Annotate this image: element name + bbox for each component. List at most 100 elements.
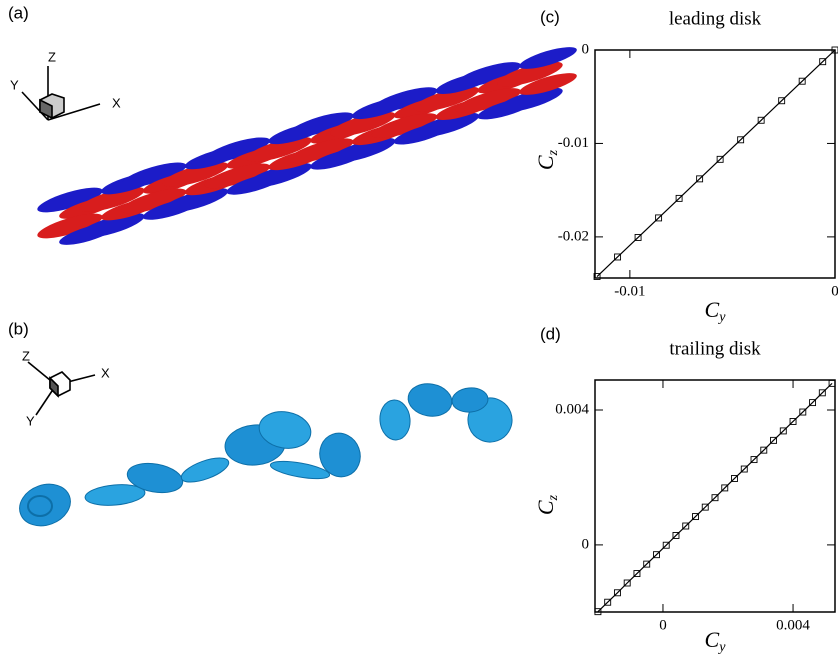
- data-point: [721, 484, 729, 492]
- axis-label-main: C: [533, 500, 558, 515]
- vortex-tube: [162, 161, 229, 187]
- axis-label-sub: z: [546, 149, 561, 156]
- data-point: [711, 494, 719, 502]
- data-point: [770, 436, 777, 444]
- vortex-tube: [79, 187, 145, 212]
- data-point: [716, 155, 724, 163]
- triad-cube: [49, 376, 59, 398]
- data-point: [819, 58, 827, 66]
- data-point: [633, 570, 641, 578]
- x-tick-label: 0: [659, 617, 667, 633]
- x-axis-label: Cy: [705, 627, 727, 655]
- data-point: [809, 399, 817, 407]
- y-tick-label: 0: [582, 536, 590, 552]
- vortex-blob: [84, 484, 146, 506]
- axis-label-sub: y: [717, 310, 726, 325]
- data-point: [696, 175, 704, 183]
- axis-triad: [21, 66, 101, 121]
- axis-label-sub: y: [717, 640, 726, 655]
- vortex-tube: [120, 188, 187, 214]
- vortex-blob: [19, 483, 71, 527]
- y-tick-label: 0: [582, 41, 590, 57]
- y-axis-label: Cz: [533, 149, 561, 170]
- axis-triad: [27, 361, 96, 416]
- vortex-tube: [246, 136, 312, 162]
- data-point: [789, 418, 797, 425]
- vortex-tube: [455, 62, 521, 87]
- data-point: [760, 446, 768, 454]
- vortex-tube: [246, 162, 312, 188]
- chart-title: trailing disk: [669, 338, 761, 359]
- vortex-tube: [288, 112, 354, 138]
- data-point: [675, 194, 683, 202]
- vortex-tube: [413, 86, 480, 112]
- vortex-tube: [37, 187, 103, 213]
- vortex-tube: [330, 111, 396, 137]
- data-point: [594, 608, 602, 616]
- data-point: [731, 475, 738, 482]
- vortex-blob: [407, 383, 453, 417]
- triad-axis: [21, 91, 49, 121]
- vortex-tube: [519, 47, 577, 69]
- vortex-blob: [269, 460, 331, 480]
- chart-title: leading disk: [669, 8, 762, 29]
- data-point: [757, 116, 765, 124]
- triad-label: X: [112, 95, 121, 110]
- data-point: [818, 389, 826, 397]
- data-point: [740, 465, 748, 473]
- data-point: [634, 233, 642, 241]
- vortex-tube: [162, 187, 229, 213]
- vortex-render: [37, 47, 577, 245]
- vortex-tube: [455, 88, 521, 113]
- triad-label: Z: [22, 348, 30, 363]
- data-point: [662, 541, 670, 549]
- data-point: [831, 46, 838, 54]
- x-axis-label: Cy: [705, 297, 727, 325]
- vortex-tube: [519, 73, 577, 95]
- data-line: [596, 49, 836, 277]
- data-point: [614, 253, 622, 261]
- data-point: [655, 214, 663, 222]
- plot-frame: [594, 379, 836, 613]
- vortex-tube: [37, 213, 103, 239]
- axis-label-main: C: [533, 155, 558, 170]
- vortex-tube: [413, 112, 480, 138]
- axis-label-main: C: [705, 627, 720, 652]
- plot-frame: [594, 49, 836, 279]
- x-tick-label: -0.01: [614, 283, 645, 299]
- vortex-tube: [120, 162, 187, 188]
- y-tick-label: -0.02: [558, 228, 589, 244]
- vortex-tube: [497, 61, 563, 87]
- vortex-tube: [371, 113, 438, 139]
- y-tick-label: -0.01: [558, 135, 589, 151]
- vortex-tube: [330, 137, 396, 163]
- axis-label-sub: z: [546, 494, 561, 501]
- vortex-blob: [451, 387, 489, 413]
- triad-label: Z: [48, 49, 56, 64]
- data-point: [604, 598, 612, 606]
- triad-label: X: [101, 365, 110, 380]
- panel-label: (b): [8, 319, 29, 338]
- panel-label: (d): [540, 324, 561, 343]
- data-point: [593, 273, 601, 280]
- x-tick-label: 0.004: [776, 617, 810, 633]
- data-point: [737, 136, 745, 144]
- vortex-render: [19, 383, 513, 527]
- panel-label: (a): [8, 3, 29, 22]
- data-point: [643, 560, 651, 568]
- vortex-blob: [258, 411, 312, 449]
- data-point: [623, 579, 631, 587]
- data-line: [597, 382, 833, 613]
- vortex-tube: [497, 87, 563, 113]
- vortex-blob: [180, 457, 230, 483]
- data-point: [750, 456, 758, 464]
- vortex-tube: [288, 138, 354, 164]
- vortex-blob: [27, 495, 53, 517]
- axis-label-main: C: [705, 297, 720, 322]
- vortex-blob: [379, 399, 411, 441]
- data-point: [799, 408, 807, 416]
- data-point: [798, 77, 806, 85]
- data-point: [778, 97, 786, 105]
- data-point: [613, 589, 621, 597]
